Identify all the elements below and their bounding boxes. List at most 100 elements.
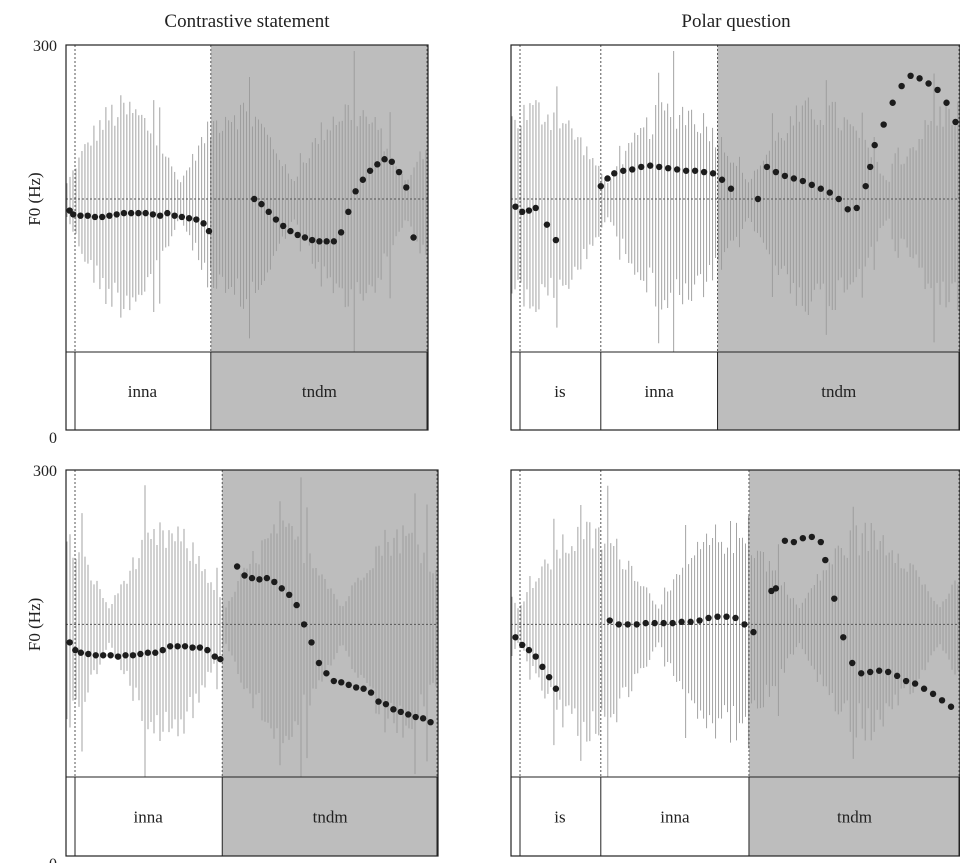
f0-point <box>395 168 403 176</box>
f0-point <box>287 227 294 235</box>
column-title-left: Contrastive statement <box>164 11 330 32</box>
f0-point <box>826 189 833 196</box>
f0-point <box>673 166 681 173</box>
y-axis-label: F0 (Hz) <box>25 598 44 651</box>
f0-point <box>664 165 672 172</box>
f0-point <box>144 649 152 656</box>
f0-point <box>280 222 287 230</box>
f0-point <box>754 195 762 203</box>
f0-point <box>100 652 107 659</box>
f0-point <box>624 621 631 628</box>
panel-top-left: inna tndm 300 0 F0 (Hz) <box>25 38 429 447</box>
f0-point <box>552 236 560 244</box>
f0-point <box>849 659 856 667</box>
f0-point <box>822 556 829 564</box>
f0-point <box>217 655 224 663</box>
f0-point <box>382 700 390 708</box>
f0-point <box>211 653 218 660</box>
ytick-label-max: 300 <box>33 463 57 480</box>
f0-point <box>539 663 546 671</box>
f0-point <box>200 220 207 227</box>
f0-point <box>911 680 919 687</box>
f0-point <box>552 685 560 692</box>
f0-point <box>72 646 79 654</box>
f0-point <box>898 82 905 90</box>
f0-point <box>345 208 352 216</box>
f0-point <box>166 643 174 650</box>
f0-point <box>265 208 272 216</box>
f0-point <box>817 185 825 192</box>
f0-point <box>512 203 519 210</box>
f0-point <box>308 236 316 244</box>
f0-point <box>519 641 526 649</box>
panel-bottom-right: is inna tndm <box>510 469 960 857</box>
f0-point <box>293 601 300 609</box>
f0-point <box>808 533 816 541</box>
waveform <box>66 477 437 777</box>
f0-point <box>204 646 211 654</box>
f0-point <box>248 574 256 582</box>
f0-point <box>705 614 712 622</box>
f0-point <box>867 163 874 171</box>
f0-point <box>122 652 129 659</box>
f0-point <box>152 649 159 656</box>
f0-point <box>929 690 937 698</box>
segment-label-tndm: tndm <box>837 808 872 827</box>
f0-point <box>127 209 135 217</box>
f0-point <box>642 619 649 627</box>
f0-point <box>799 177 807 185</box>
f0-point <box>831 595 838 602</box>
f0-point <box>772 585 780 592</box>
segment-label-inna: inna <box>645 382 675 401</box>
f0-point <box>323 238 330 245</box>
f0-point <box>181 643 189 650</box>
f0-point <box>405 711 412 718</box>
f0-point <box>525 646 533 654</box>
f0-point <box>943 99 950 106</box>
f0-point <box>178 213 186 221</box>
f0-point <box>286 591 293 599</box>
f0-point <box>129 652 137 659</box>
f0-point <box>66 639 73 646</box>
f0-point <box>696 617 703 624</box>
f0-point <box>367 689 375 696</box>
f0-point <box>867 668 874 676</box>
segment-label-is: is <box>554 382 565 401</box>
f0-point <box>669 619 676 627</box>
f0-point <box>271 578 278 586</box>
f0-point <box>77 212 84 219</box>
f0-point <box>907 72 914 80</box>
f0-point <box>884 668 892 676</box>
panel-bottom-left: inna tndm 300 0 F0 (Hz) <box>25 463 439 863</box>
f0-point <box>205 227 213 235</box>
f0-point <box>196 644 204 651</box>
f0-point <box>189 644 196 651</box>
f0-point <box>606 617 613 624</box>
f0-point <box>135 209 142 217</box>
segment-label-is: is <box>554 808 565 827</box>
f0-point <box>615 621 622 628</box>
f0-point <box>862 182 869 190</box>
f0-point <box>345 681 352 689</box>
f0-point <box>374 161 381 168</box>
f0-point <box>352 188 359 195</box>
f0-point <box>149 211 157 218</box>
f0-point <box>875 667 883 674</box>
f0-point <box>412 713 419 721</box>
f0-point <box>419 715 427 722</box>
f0-point <box>750 628 757 636</box>
f0-point <box>532 204 539 212</box>
f0-point <box>193 216 200 223</box>
f0-point <box>410 234 417 241</box>
f0-point <box>543 221 551 228</box>
panel-frame <box>65 44 429 431</box>
f0-point <box>871 141 878 149</box>
f0-point <box>137 650 144 658</box>
f0-point <box>241 572 248 579</box>
f0-point <box>938 697 946 704</box>
f0-point <box>142 209 149 217</box>
f0-point <box>403 184 410 191</box>
f0-point <box>781 172 789 180</box>
f0-point <box>691 167 699 174</box>
